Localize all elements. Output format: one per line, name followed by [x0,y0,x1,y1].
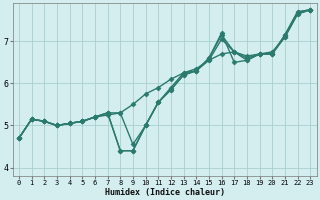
X-axis label: Humidex (Indice chaleur): Humidex (Indice chaleur) [105,188,225,197]
